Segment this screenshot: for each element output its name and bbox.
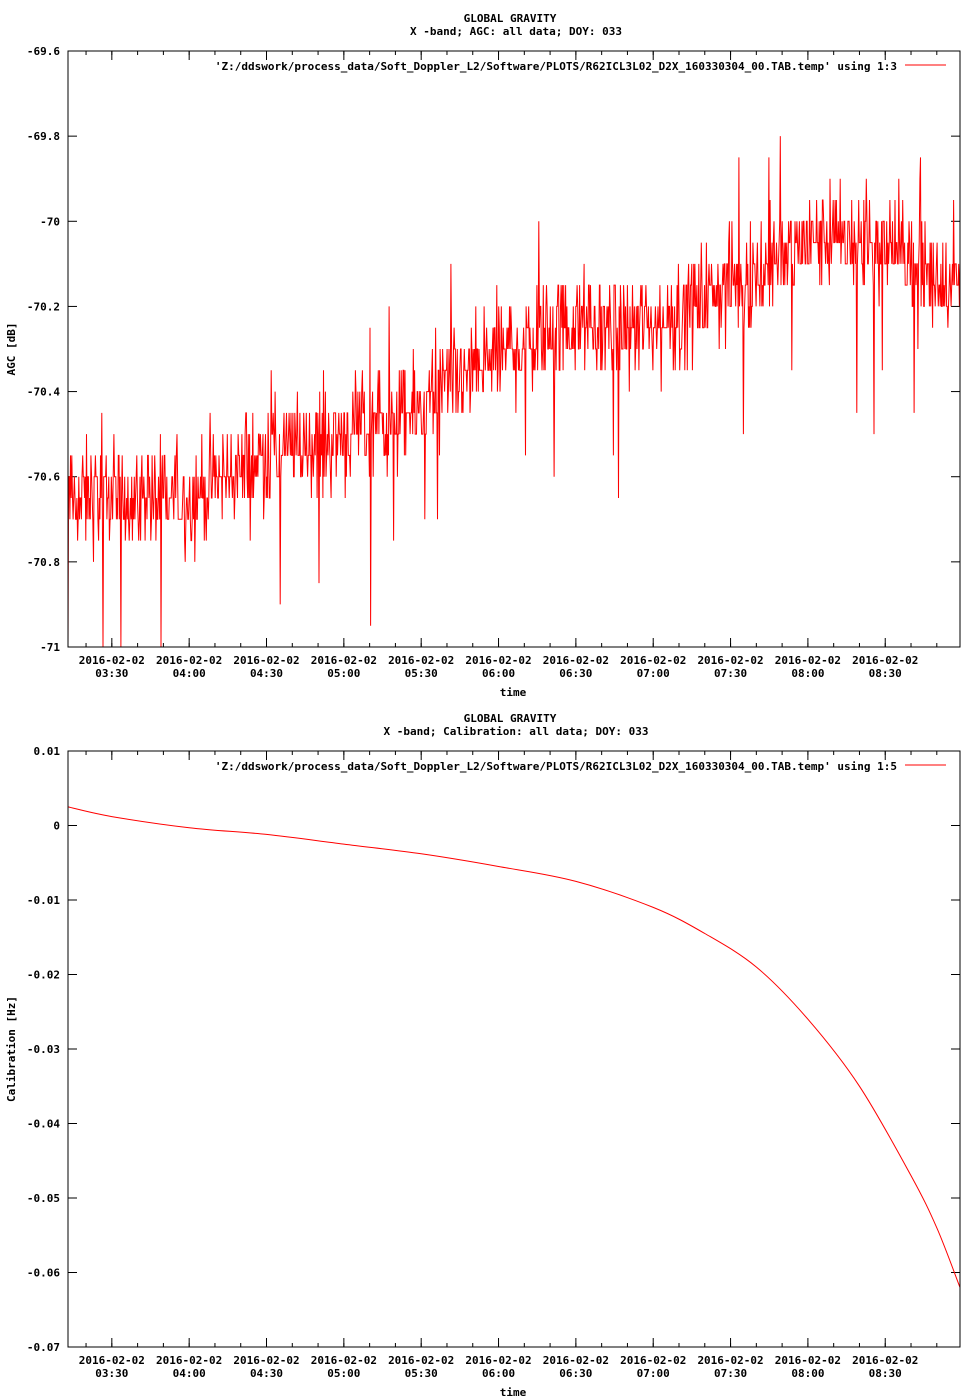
calibration-x-ticks: 2016-02-0203:302016-02-0204:002016-02-02… bbox=[79, 751, 938, 1380]
agc-y-ticks: -69.6 -69.8 -70 -70.2 -70.4 -70.6 -70.8 -71 bbox=[27, 45, 960, 654]
y-tick-label: -70.2 bbox=[27, 300, 60, 313]
x-tick-time-label: 08:30 bbox=[869, 667, 902, 680]
x-tick-time-label: 06:30 bbox=[559, 667, 592, 680]
x-tick-date-label: 2016-02-02 bbox=[852, 1354, 918, 1367]
x-tick-time-label: 04:00 bbox=[173, 667, 206, 680]
x-tick-time-label: 08:00 bbox=[791, 1367, 824, 1380]
x-tick-date-label: 2016-02-02 bbox=[543, 654, 609, 667]
x-tick-date-label: 2016-02-02 bbox=[775, 654, 841, 667]
calibration-y-axis-label: Calibration [Hz] bbox=[5, 996, 18, 1102]
agc-chart-subtitle: X -band; AGC: all data; DOY: 033 bbox=[410, 25, 622, 38]
calibration-chart-subtitle: X -band; Calibration: all data; DOY: 033 bbox=[384, 725, 649, 738]
agc-chart: GLOBAL GRAVITY X -band; AGC: all data; D… bbox=[5, 12, 961, 699]
x-tick-time-label: 06:00 bbox=[482, 667, 515, 680]
x-tick-date-label: 2016-02-02 bbox=[79, 654, 145, 667]
y-tick-label: -70.4 bbox=[27, 386, 60, 399]
x-tick-date-label: 2016-02-02 bbox=[311, 1354, 377, 1367]
x-tick-date-label: 2016-02-02 bbox=[311, 654, 377, 667]
calibration-y-ticks: 0.01 0 -0.01 -0.02 -0.03 -0.04 -0.05 -0.06 -0.07 bbox=[27, 745, 960, 1354]
x-tick-time-label: 08:00 bbox=[791, 667, 824, 680]
x-tick-date-label: 2016-02-02 bbox=[233, 1354, 299, 1367]
x-tick-date-label: 2016-02-02 bbox=[465, 1354, 531, 1367]
y-tick-label: -0.06 bbox=[27, 1267, 60, 1280]
x-tick-time-label: 04:30 bbox=[250, 1367, 283, 1380]
x-tick-date-label: 2016-02-02 bbox=[465, 654, 531, 667]
calibration-legend: 'Z:/ddswork/process_data/Soft_Doppler_L2… bbox=[215, 760, 946, 773]
x-tick-date-label: 2016-02-02 bbox=[620, 654, 686, 667]
calibration-legend-label: 'Z:/ddswork/process_data/Soft_Doppler_L2… bbox=[215, 760, 897, 773]
x-tick-time-label: 05:30 bbox=[405, 1367, 438, 1380]
calibration-series-line bbox=[67, 806, 961, 1288]
x-tick-date-label: 2016-02-02 bbox=[388, 654, 454, 667]
x-tick-time-label: 07:00 bbox=[637, 1367, 670, 1380]
agc-y-axis-label: AGC [dB] bbox=[5, 323, 18, 376]
y-tick-label: -71 bbox=[40, 641, 60, 654]
y-tick-label: 0.01 bbox=[34, 745, 61, 758]
x-tick-time-label: 06:00 bbox=[482, 1367, 515, 1380]
agc-plot-frame bbox=[67, 50, 961, 648]
x-tick-date-label: 2016-02-02 bbox=[620, 1354, 686, 1367]
x-tick-time-label: 06:30 bbox=[559, 1367, 592, 1380]
agc-x-axis-label: time bbox=[500, 686, 527, 699]
y-tick-label: -70.6 bbox=[27, 471, 60, 484]
x-tick-date-label: 2016-02-02 bbox=[156, 654, 222, 667]
y-tick-label: 0 bbox=[53, 820, 60, 833]
x-tick-time-label: 05:30 bbox=[405, 667, 438, 680]
x-tick-date-label: 2016-02-02 bbox=[697, 1354, 763, 1367]
x-tick-time-label: 05:00 bbox=[327, 1367, 360, 1380]
agc-series-line bbox=[67, 136, 961, 648]
calibration-x-axis-label: time bbox=[500, 1386, 527, 1399]
x-tick-date-label: 2016-02-02 bbox=[775, 1354, 841, 1367]
x-tick-date-label: 2016-02-02 bbox=[79, 1354, 145, 1367]
y-tick-label: -0.04 bbox=[27, 1118, 60, 1131]
x-tick-time-label: 05:00 bbox=[327, 667, 360, 680]
x-tick-time-label: 03:30 bbox=[95, 667, 128, 680]
y-tick-label: -70 bbox=[40, 215, 60, 228]
y-tick-label: -0.01 bbox=[27, 894, 60, 907]
x-tick-date-label: 2016-02-02 bbox=[388, 1354, 454, 1367]
y-tick-label: -0.02 bbox=[27, 969, 60, 982]
x-tick-time-label: 08:30 bbox=[869, 1367, 902, 1380]
x-tick-date-label: 2016-02-02 bbox=[697, 654, 763, 667]
x-tick-time-label: 07:30 bbox=[714, 667, 747, 680]
x-tick-date-label: 2016-02-02 bbox=[156, 1354, 222, 1367]
x-tick-time-label: 03:30 bbox=[95, 1367, 128, 1380]
agc-legend-label: 'Z:/ddswork/process_data/Soft_Doppler_L2… bbox=[215, 60, 897, 73]
x-tick-time-label: 04:30 bbox=[250, 667, 283, 680]
x-tick-time-label: 04:00 bbox=[173, 1367, 206, 1380]
x-tick-date-label: 2016-02-02 bbox=[233, 654, 299, 667]
y-tick-label: -69.8 bbox=[27, 130, 60, 143]
y-tick-label: -0.05 bbox=[27, 1192, 60, 1205]
x-tick-date-label: 2016-02-02 bbox=[543, 1354, 609, 1367]
y-tick-label: -69.6 bbox=[27, 45, 60, 58]
y-tick-label: -0.07 bbox=[27, 1341, 60, 1354]
calibration-chart-title: GLOBAL GRAVITY bbox=[464, 712, 557, 725]
agc-chart-title: GLOBAL GRAVITY bbox=[464, 12, 557, 25]
x-tick-time-label: 07:30 bbox=[714, 1367, 747, 1380]
agc-x-ticks: 2016-02-0203:302016-02-0204:002016-02-02… bbox=[79, 51, 938, 680]
calibration-chart: GLOBAL GRAVITY X -band; Calibration: all… bbox=[5, 712, 961, 1399]
y-tick-label: -0.03 bbox=[27, 1043, 60, 1056]
y-tick-label: -70.8 bbox=[27, 556, 60, 569]
calibration-plot-frame bbox=[67, 750, 961, 1348]
agc-legend: 'Z:/ddswork/process_data/Soft_Doppler_L2… bbox=[215, 60, 946, 73]
x-tick-time-label: 07:00 bbox=[637, 667, 670, 680]
x-tick-date-label: 2016-02-02 bbox=[852, 654, 918, 667]
